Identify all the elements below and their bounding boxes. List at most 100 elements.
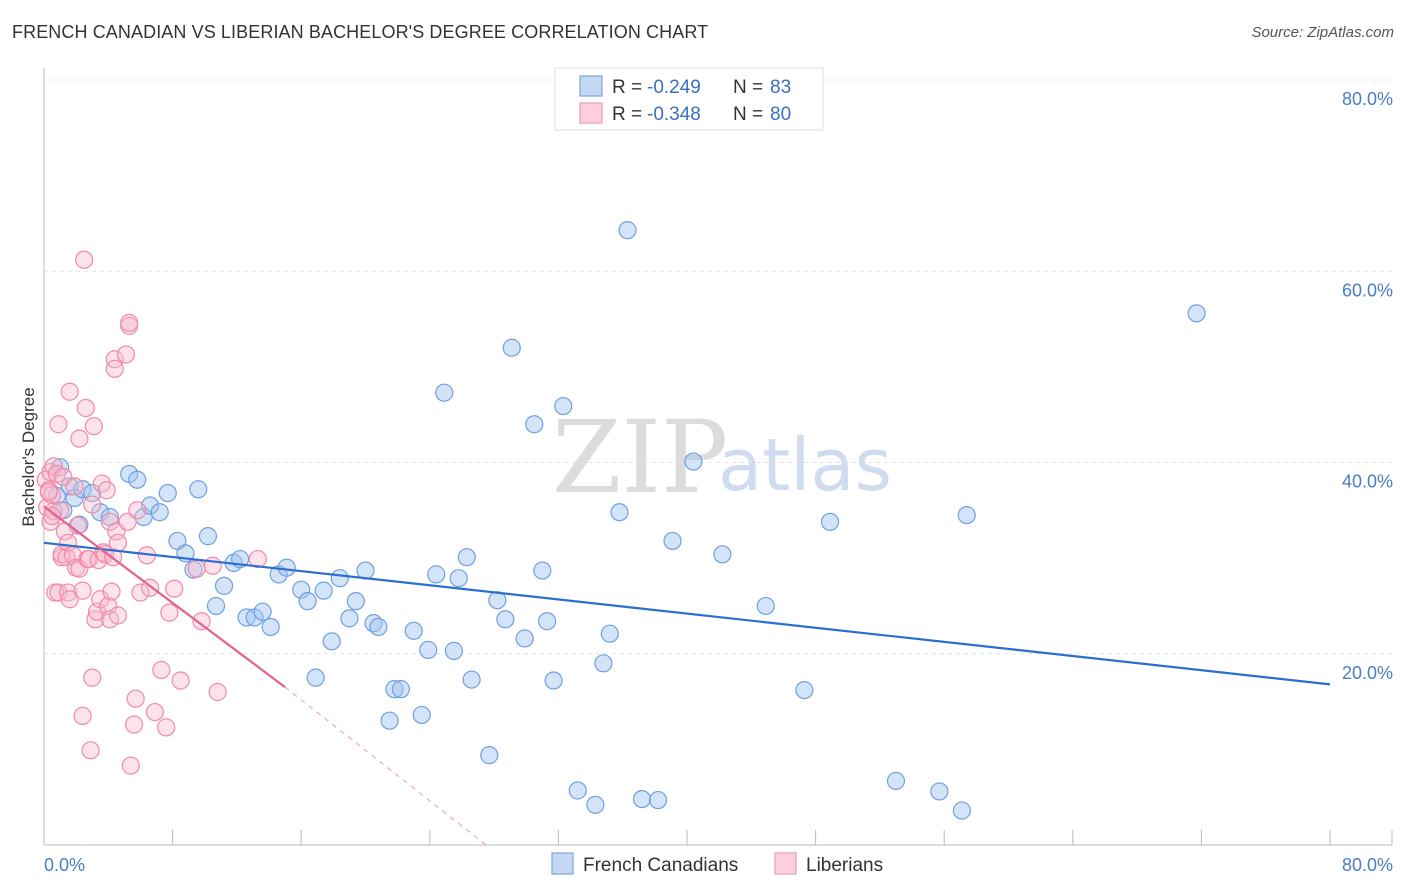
x-tick-label: 0.0% <box>44 855 85 875</box>
data-point-liberian <box>157 718 176 737</box>
legend-r-value-2: -0.348 <box>647 104 701 125</box>
axes <box>43 68 1393 846</box>
data-point-french <box>128 470 147 489</box>
data-point-french <box>663 531 682 551</box>
trend-line-liberian-extrapolated <box>284 686 487 846</box>
data-point-french <box>586 795 605 814</box>
data-point-french <box>957 505 976 525</box>
data-point-liberian <box>70 429 89 448</box>
data-point-liberian <box>83 495 102 514</box>
data-point-french <box>150 503 169 522</box>
data-point-liberian <box>73 581 92 600</box>
data-point-french <box>206 596 226 616</box>
stats-legend: R = -0.249 N = 83 R = -0.348 N = 80 <box>554 67 824 131</box>
data-point-liberian <box>108 533 128 552</box>
legend-n-label-2: N = <box>733 104 763 125</box>
data-point-french <box>306 668 325 687</box>
data-point-liberian <box>75 250 94 269</box>
series-label-liberian: Liberians <box>806 855 883 876</box>
data-point-french <box>930 782 949 801</box>
data-point-french <box>214 576 234 595</box>
data-point-french <box>568 781 587 800</box>
data-point-french <box>380 711 399 730</box>
data-point-liberian <box>128 501 147 520</box>
legend-swatch-liberian <box>579 102 603 124</box>
data-point-liberian <box>160 603 179 622</box>
data-point-liberian <box>99 596 118 616</box>
data-point-liberian <box>116 345 136 364</box>
x-tick-label: 80.0% <box>1342 855 1393 875</box>
data-point-french <box>684 452 703 471</box>
data-point-liberian <box>97 481 116 500</box>
data-point-french <box>298 592 317 611</box>
data-point-french <box>449 569 468 588</box>
data-point-french <box>385 680 404 699</box>
data-point-french <box>618 221 637 240</box>
data-point-liberian <box>60 382 79 401</box>
data-point-liberian <box>49 583 68 602</box>
data-point-liberian <box>124 715 144 734</box>
data-point-liberian <box>65 477 84 496</box>
data-point-liberian <box>171 671 190 690</box>
data-point-french <box>330 569 349 588</box>
data-point-french <box>525 415 544 434</box>
data-point-french <box>632 789 652 809</box>
series-swatch-liberian <box>774 852 797 875</box>
data-point-french <box>952 801 971 820</box>
tick-labels: 20.0% 40.0% 60.0% 80.0% 0.0% 80.0% <box>44 89 1393 875</box>
data-point-french <box>391 680 410 699</box>
watermark-atlas: atlas <box>718 423 892 507</box>
trend-line-french <box>43 541 1331 686</box>
data-point-liberian <box>165 579 184 598</box>
data-point-french <box>496 610 515 629</box>
data-point-liberian <box>152 660 171 680</box>
data-point-liberian <box>86 610 105 629</box>
trend-lines <box>43 505 1331 846</box>
y-tick-label: 20.0% <box>1342 663 1393 683</box>
data-point-liberian <box>187 559 206 578</box>
data-point-french <box>322 632 341 651</box>
data-point-liberian <box>105 350 124 369</box>
data-point-liberian <box>126 689 145 708</box>
data-point-french <box>427 565 446 584</box>
legend-n-value-2: 80 <box>770 104 791 125</box>
data-point-french <box>369 617 388 637</box>
data-point-liberian <box>83 668 102 687</box>
data-point-liberian <box>105 359 124 378</box>
data-point-french <box>419 640 438 660</box>
data-point-french <box>1187 304 1206 323</box>
data-point-french <box>820 512 840 531</box>
y-axis-label: Bachelor's Degree <box>19 387 38 526</box>
series-legend: French Canadians Liberians <box>551 852 883 876</box>
legend-r-label-2: R = <box>612 104 642 125</box>
chart-title: FRENCH CANADIAN VS LIBERIAN BACHELOR'S D… <box>12 22 709 42</box>
data-point-french <box>261 617 280 637</box>
y-tick-label: 80.0% <box>1342 89 1393 109</box>
series-swatch-french <box>551 852 574 875</box>
data-point-french <box>502 338 521 357</box>
data-point-liberian <box>108 606 128 625</box>
data-point-liberian <box>208 682 227 702</box>
data-point-french <box>435 383 454 402</box>
trend-line-liberian <box>43 505 286 689</box>
data-point-french <box>198 527 218 546</box>
y-tick-label: 40.0% <box>1342 472 1393 492</box>
source-label: Source: ZipAtlas.com <box>1251 24 1394 41</box>
legend-r-value-1: -0.249 <box>647 77 701 98</box>
data-point-french <box>444 641 464 660</box>
data-point-french <box>533 561 552 580</box>
data-point-french <box>292 580 311 599</box>
data-point-liberian <box>59 583 78 602</box>
data-point-liberian <box>120 313 139 332</box>
data-point-french <box>340 609 359 628</box>
data-point-french <box>277 558 296 577</box>
data-point-liberian <box>60 590 79 609</box>
data-point-liberian <box>131 583 150 602</box>
watermark-zip: ZIP <box>552 399 728 516</box>
data-point-french <box>795 680 814 700</box>
data-point-french <box>314 581 333 600</box>
data-point-liberian <box>76 398 95 418</box>
data-point-french <box>158 484 177 503</box>
data-point-liberian <box>248 549 267 569</box>
